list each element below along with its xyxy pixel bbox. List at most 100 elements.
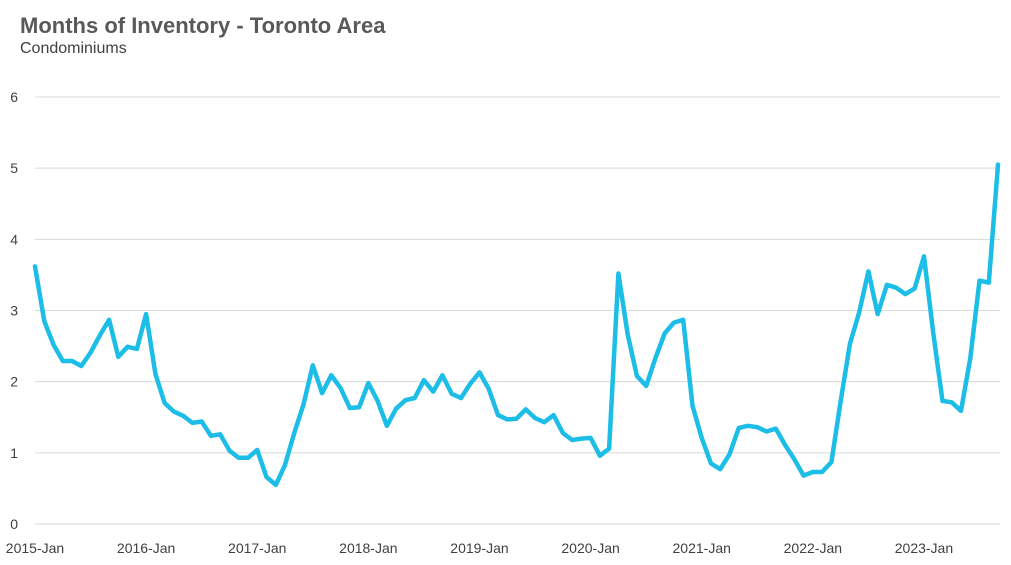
x-tick-label: 2020-Jan — [561, 540, 619, 556]
data-point — [385, 424, 388, 427]
data-point — [885, 283, 888, 286]
data-point — [608, 447, 611, 450]
data-point — [395, 407, 398, 410]
data-point — [182, 414, 185, 417]
data-point — [506, 418, 509, 421]
x-tick-label: 2023-Jan — [895, 540, 953, 556]
data-point — [126, 345, 129, 348]
data-point — [61, 360, 64, 362]
data-point — [821, 471, 824, 473]
y-tick-label: 6 — [10, 89, 18, 105]
data-point — [932, 331, 935, 334]
data-point — [89, 351, 92, 354]
data-point — [904, 293, 907, 296]
data-point — [172, 410, 175, 413]
y-tick-label: 0 — [10, 516, 18, 532]
x-tick-label: 2022-Jan — [784, 540, 842, 556]
data-point — [747, 424, 749, 427]
data-point — [422, 379, 425, 382]
data-point — [876, 313, 879, 316]
data-point — [469, 382, 472, 385]
data-point — [895, 286, 898, 289]
data-point — [589, 436, 592, 439]
data-point — [284, 463, 286, 466]
data-point — [237, 456, 240, 459]
data-point — [200, 420, 203, 423]
y-tick-label: 1 — [10, 445, 18, 461]
data-point — [654, 357, 657, 360]
data-point — [913, 287, 916, 290]
data-point — [348, 407, 351, 409]
data-point — [321, 392, 324, 395]
data-point — [793, 458, 796, 461]
data-point — [626, 333, 629, 335]
data-point — [672, 321, 675, 324]
data-point — [311, 364, 314, 367]
data-point — [209, 434, 212, 437]
data-point — [848, 342, 851, 345]
data-point — [719, 468, 722, 471]
data-point — [987, 281, 990, 284]
data-point — [330, 374, 333, 377]
y-tick-label: 3 — [10, 303, 18, 319]
data-point — [728, 453, 731, 456]
data-point — [117, 355, 120, 358]
data-point — [358, 406, 361, 409]
series-line — [32, 162, 1001, 488]
data-point — [108, 318, 111, 321]
x-tick-label: 2018-Jan — [339, 540, 397, 556]
data-point — [43, 320, 46, 323]
chart-title: Months of Inventory - Toronto Area — [20, 13, 386, 38]
data-point — [969, 357, 972, 360]
data-point — [534, 417, 536, 419]
data-point — [219, 433, 222, 436]
data-point — [867, 270, 870, 273]
data-point — [941, 399, 944, 402]
data-point — [580, 437, 583, 440]
data-point — [839, 400, 842, 403]
data-point — [700, 436, 703, 439]
data-point — [98, 334, 101, 337]
data-point — [923, 255, 925, 258]
data-point — [339, 387, 342, 390]
chart-subtitle: Condominiums — [20, 40, 127, 57]
data-point — [765, 430, 768, 433]
data-point — [997, 163, 999, 166]
data-point — [811, 471, 814, 473]
data-point — [265, 476, 268, 478]
x-tick-label: 2021-Jan — [673, 540, 731, 556]
data-point — [598, 454, 601, 457]
data-point — [978, 279, 981, 282]
data-point — [571, 439, 574, 441]
data-point — [376, 399, 379, 402]
y-tick-label: 4 — [10, 231, 18, 247]
data-point — [487, 387, 490, 390]
data-point — [561, 431, 564, 434]
data-point — [737, 426, 740, 429]
data-point — [80, 365, 83, 367]
data-point — [960, 409, 962, 412]
data-point — [367, 382, 370, 385]
data-point — [830, 461, 833, 464]
x-tick-label: 2019-Jan — [450, 540, 508, 556]
data-point — [247, 456, 249, 459]
data-point — [515, 417, 518, 420]
data-point — [293, 431, 296, 434]
data-point — [460, 397, 462, 399]
data-point — [34, 265, 36, 268]
data-point — [645, 384, 648, 387]
data-point — [691, 404, 694, 407]
data-point — [858, 311, 861, 314]
data-point — [302, 403, 305, 406]
x-tick-label: 2017-Jan — [228, 540, 286, 556]
data-point — [784, 444, 787, 446]
x-tick-label: 2016-Jan — [117, 540, 175, 556]
data-point — [552, 414, 555, 417]
y-tick-label: 5 — [10, 160, 18, 176]
data-point — [497, 414, 499, 417]
data-point — [950, 401, 953, 404]
data-point — [274, 483, 277, 486]
data-point — [191, 421, 194, 424]
data-point — [756, 426, 759, 429]
